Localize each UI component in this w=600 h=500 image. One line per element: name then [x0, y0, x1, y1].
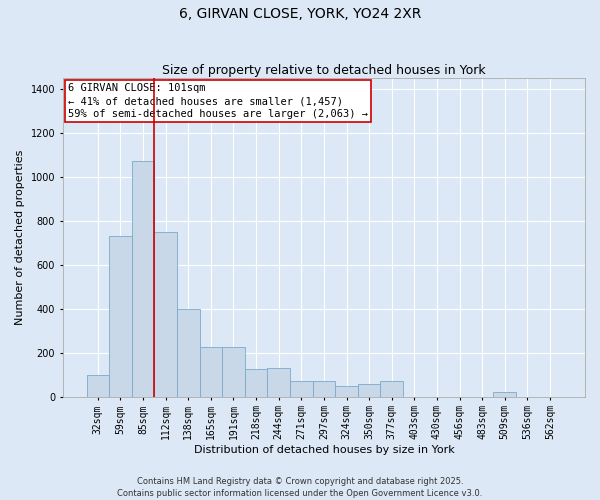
Bar	[154, 232, 177, 396]
Bar	[268, 368, 290, 396]
Bar	[222, 347, 245, 397]
Text: 6 GIRVAN CLOSE: 101sqm
← 41% of detached houses are smaller (1,457)
59% of semi-: 6 GIRVAN CLOSE: 101sqm ← 41% of detached…	[68, 83, 368, 120]
Title: Size of property relative to detached houses in York: Size of property relative to detached ho…	[162, 64, 486, 77]
Bar	[313, 381, 335, 396]
Bar	[290, 381, 313, 396]
Text: 6, GIRVAN CLOSE, YORK, YO24 2XR: 6, GIRVAN CLOSE, YORK, YO24 2XR	[179, 8, 421, 22]
Bar	[200, 347, 222, 397]
Bar	[109, 236, 132, 396]
Bar	[86, 374, 109, 396]
Text: Contains HM Land Registry data © Crown copyright and database right 2025.
Contai: Contains HM Land Registry data © Crown c…	[118, 476, 482, 498]
Y-axis label: Number of detached properties: Number of detached properties	[15, 150, 25, 325]
Bar	[335, 386, 358, 396]
Bar	[245, 369, 268, 396]
X-axis label: Distribution of detached houses by size in York: Distribution of detached houses by size …	[194, 445, 454, 455]
Bar	[380, 381, 403, 396]
Bar	[177, 308, 200, 396]
Bar	[358, 384, 380, 396]
Bar	[493, 392, 516, 396]
Bar	[132, 160, 154, 396]
